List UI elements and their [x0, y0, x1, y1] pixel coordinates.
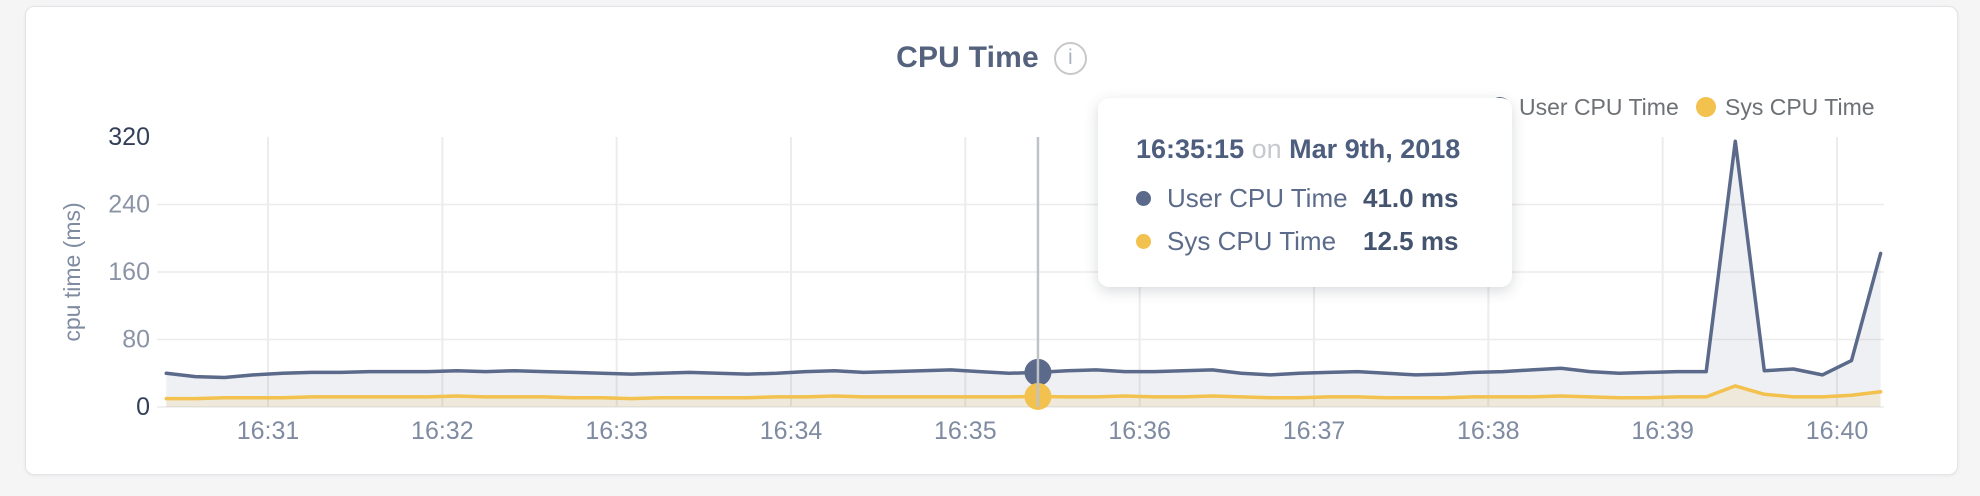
x-tick-label: 16:32: [411, 417, 474, 445]
x-tick-label: 16:36: [1108, 417, 1171, 445]
tooltip-date: Mar 9th, 2018: [1289, 134, 1461, 164]
tooltip-series-label: User CPU Time: [1167, 182, 1348, 213]
tooltip-series-label: Sys CPU Time: [1167, 225, 1337, 256]
legend-item-user-cpu[interactable]: User CPU Time: [1490, 93, 1679, 120]
tooltip-row-sys-cpu: Sys CPU Time 12.5 ms: [1136, 224, 1482, 258]
y-tick-label: 240: [108, 191, 150, 219]
chart-tooltip: 16:35:15 on Mar 9th, 2018 User CPU Time …: [1098, 98, 1512, 287]
x-tick-label: 16:37: [1283, 417, 1346, 445]
legend-label: Sys CPU Time: [1725, 93, 1875, 120]
info-icon[interactable]: i: [1053, 41, 1087, 75]
tooltip-title: 16:35:15 on Mar 9th, 2018: [1136, 134, 1482, 165]
tooltip-connector: on: [1251, 134, 1282, 164]
x-tick-label: 16:38: [1457, 417, 1520, 445]
legend-item-sys-cpu[interactable]: Sys CPU Time: [1696, 93, 1875, 120]
sys-cpu-area: [166, 385, 1881, 407]
user-cpu-dot-icon: [1136, 190, 1151, 206]
sys-cpu-line[interactable]: [164, 384, 1883, 401]
user-cpu-line[interactable]: [164, 139, 1883, 380]
y-tick-label: 0: [136, 393, 150, 421]
chart-legend: User CPU Time Sys CPU Time: [0, 93, 1980, 120]
sys-cpu-dot-icon: [1136, 233, 1151, 249]
x-tick-label: 16:31: [237, 417, 300, 445]
y-tick-label: 160: [108, 258, 150, 286]
tooltip-time: 16:35:15: [1136, 134, 1245, 164]
tooltip-series-value: 41.0 ms: [1363, 182, 1459, 213]
tooltip-row-user-cpu: User CPU Time 41.0 ms: [1136, 181, 1482, 215]
x-tick-label: 16:35: [934, 417, 997, 445]
y-tick-label: 80: [122, 326, 150, 354]
x-tick-label: 16:34: [760, 417, 823, 445]
user-cpu-area: [166, 141, 1881, 407]
legend-label: User CPU Time: [1519, 93, 1679, 120]
x-tick-label: 16:40: [1806, 417, 1869, 445]
tooltip-series-value: 12.5 ms: [1363, 225, 1459, 256]
y-axis-title: cpu time (ms): [59, 202, 85, 341]
chart-header: CPU Time i: [25, 40, 1958, 76]
x-tick-label: 16:39: [1631, 417, 1694, 445]
page-title: CPU Time: [896, 41, 1039, 74]
x-tick-label: 16:33: [585, 417, 648, 445]
y-tick-label: 320: [108, 123, 150, 151]
sys-cpu-legend-dot: [1696, 97, 1716, 117]
